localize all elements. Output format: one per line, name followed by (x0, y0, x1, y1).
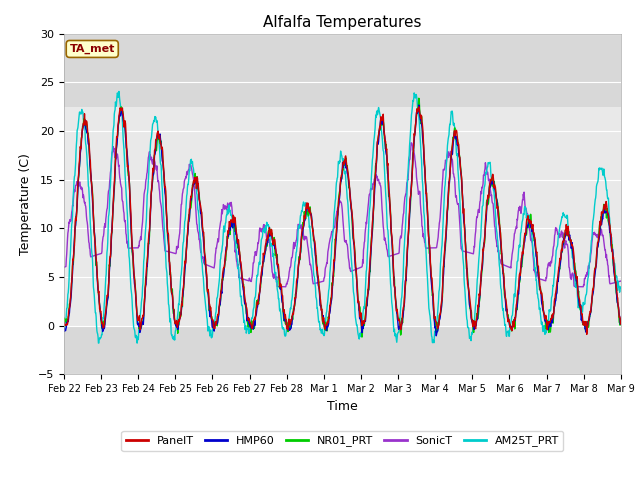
NR01_PRT (429, 305, 437, 311)
NR01_PRT (617, 316, 625, 322)
HMP60 (246, 324, 254, 330)
NR01_PRT (502, 308, 510, 314)
Line: PanelT: PanelT (64, 107, 621, 335)
PanelT (429, 293, 437, 299)
PanelT (246, 321, 254, 326)
Line: NR01_PRT: NR01_PRT (64, 98, 621, 337)
SonicT (429, 245, 437, 251)
Line: HMP60: HMP60 (64, 105, 621, 336)
HMP60 (415, 102, 422, 108)
SonicT (407, 140, 415, 145)
X-axis label: Time: Time (327, 400, 358, 413)
NR01_PRT (184, 228, 191, 233)
NR01_PRT (415, 96, 422, 101)
AM25T_PRT (115, 88, 123, 94)
AM25T_PRT (185, 178, 193, 184)
AM25T_PRT (502, 333, 510, 339)
HMP60 (60, 325, 68, 331)
AM25T_PRT (172, 331, 179, 337)
HMP60 (617, 320, 625, 325)
HMP60 (170, 316, 178, 322)
NR01_PRT (60, 320, 68, 325)
SonicT (184, 170, 191, 176)
NR01_PRT (358, 334, 366, 340)
HMP60 (184, 231, 191, 237)
PanelT (170, 315, 178, 321)
HMP60 (433, 333, 440, 339)
NR01_PRT (552, 296, 559, 301)
PanelT (583, 332, 591, 337)
HMP60 (429, 301, 437, 307)
NR01_PRT (170, 310, 178, 315)
Y-axis label: Temperature (C): Temperature (C) (19, 153, 33, 255)
Line: AM25T_PRT: AM25T_PRT (64, 91, 621, 343)
PanelT (60, 322, 68, 327)
PanelT (184, 225, 191, 230)
SonicT (502, 263, 509, 269)
Line: SonicT: SonicT (64, 143, 621, 287)
PanelT (502, 297, 509, 302)
AM25T_PRT (247, 319, 255, 324)
AM25T_PRT (429, 337, 437, 343)
SonicT (60, 264, 68, 270)
SonicT (170, 251, 178, 256)
SonicT (579, 284, 587, 289)
AM25T_PRT (552, 260, 559, 266)
SonicT (246, 277, 254, 283)
SonicT (551, 231, 559, 237)
NR01_PRT (246, 324, 254, 330)
HMP60 (552, 298, 559, 304)
Title: Alfalfa Temperatures: Alfalfa Temperatures (263, 15, 422, 30)
HMP60 (502, 308, 510, 313)
AM25T_PRT (60, 322, 68, 328)
SonicT (617, 278, 625, 284)
Legend: PanelT, HMP60, NR01_PRT, SonicT, AM25T_PRT: PanelT, HMP60, NR01_PRT, SonicT, AM25T_P… (122, 431, 563, 451)
AM25T_PRT (133, 340, 141, 346)
Bar (64, 107, 621, 326)
PanelT (551, 296, 559, 301)
PanelT (415, 104, 422, 109)
AM25T_PRT (617, 285, 625, 290)
Text: TA_met: TA_met (70, 44, 115, 54)
PanelT (617, 321, 625, 327)
